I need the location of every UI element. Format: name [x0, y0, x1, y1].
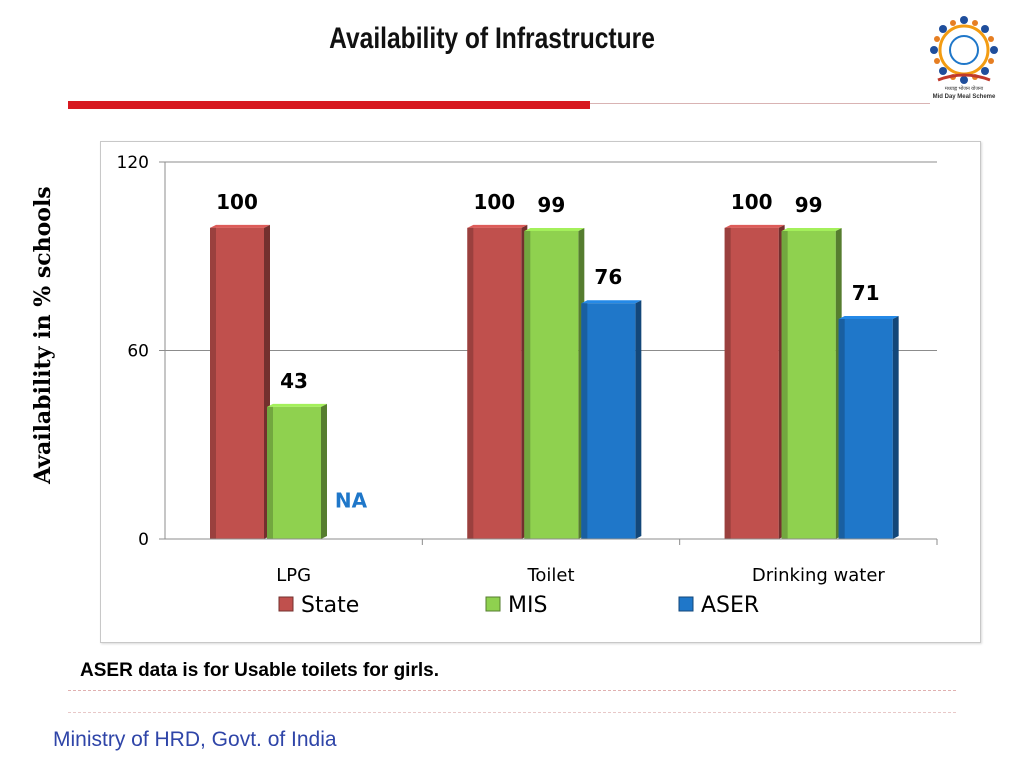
data-label: 99 [795, 193, 823, 217]
data-label: 71 [852, 281, 880, 305]
y-axis-label: Availability in % schools [30, 186, 56, 484]
bar-edge [724, 227, 731, 539]
x-tick-label: LPG [276, 565, 311, 586]
logo-caption-hindi: मध्याह्न भोजन योजना [944, 86, 984, 92]
legend-label: State [301, 593, 359, 618]
bottom-divider [68, 690, 956, 691]
bar-top [210, 224, 270, 228]
data-label: 43 [280, 369, 308, 393]
legend-swatch-aser [678, 596, 694, 612]
footnote: ASER data is for Usable toilets for girl… [80, 660, 439, 681]
bottom-divider-2 [68, 712, 956, 713]
bar-side [635, 300, 642, 539]
bar-side [321, 403, 327, 539]
bar-edge [781, 230, 788, 539]
chart-frame: 0 60 120 100 43 NA LPG 100 99 76 Toilet 100 99 71 Drin… [100, 141, 981, 643]
bar-aser [838, 318, 893, 539]
bar-chart: 0 60 120 100 43 NA LPG 100 99 76 Toilet 100 99 71 Drin… [117, 153, 938, 618]
bar-edge [210, 227, 216, 539]
page-title: Availability of Infrastructure [329, 22, 655, 55]
bar-top [838, 315, 899, 319]
bar-edge [838, 318, 845, 539]
legend-label: MIS [508, 593, 547, 618]
bar-state [724, 227, 779, 539]
bar-edge [524, 230, 531, 539]
bar-top [267, 403, 327, 407]
x-tick-label: Drinking water [752, 565, 886, 586]
logo-caption-english: Mid Day Meal Scheme [932, 94, 996, 100]
legend-swatch-mis [485, 596, 501, 612]
bar-top [781, 227, 842, 231]
bar-side [892, 315, 899, 539]
x-tick-label: Toilet [526, 565, 574, 586]
bar-edge [581, 303, 588, 539]
data-label-na: NA [335, 489, 368, 513]
data-label: 100 [216, 190, 258, 214]
bar-mis [524, 230, 579, 539]
data-label: 100 [731, 190, 773, 214]
bar-state [467, 227, 522, 539]
legend-swatch-state [278, 596, 294, 612]
y-tick-label: 120 [117, 153, 149, 173]
y-tick-label: 60 [127, 342, 149, 362]
bar-top [724, 224, 785, 228]
y-tick-label: 0 [138, 530, 149, 550]
footer-ministry: Ministry of HRD, Govt. of India [53, 728, 337, 751]
bar-edge [467, 227, 474, 539]
bar-edge [267, 406, 273, 539]
data-label: 100 [473, 190, 515, 214]
bar-state [210, 227, 264, 539]
title-underline-thin [590, 103, 930, 104]
bar-mis [267, 406, 321, 539]
bar-aser [581, 303, 636, 539]
data-label: 99 [537, 193, 565, 217]
bar-top [524, 227, 585, 231]
bar-top [581, 300, 642, 304]
bar-mis [781, 230, 836, 539]
mid-day-meal-logo [924, 14, 1004, 106]
title-underline [68, 101, 590, 109]
data-label: 76 [594, 265, 622, 289]
legend-label: ASER [701, 593, 759, 618]
bar-top [467, 224, 528, 228]
